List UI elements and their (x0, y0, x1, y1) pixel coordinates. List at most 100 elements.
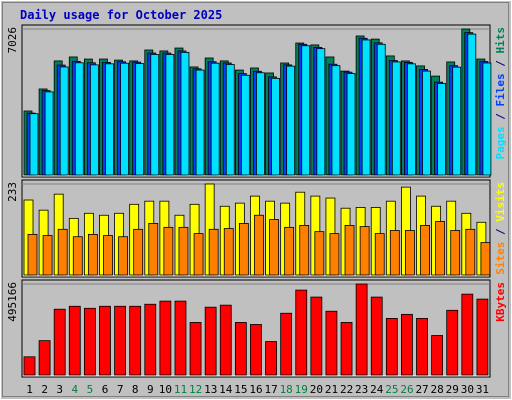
x-tick-label: 18 (280, 383, 293, 396)
x-tick-label: 29 (446, 383, 459, 396)
legend-entry: KBytes (494, 282, 507, 322)
bar (42, 235, 53, 276)
x-tick-label: 13 (204, 383, 217, 396)
x-tick-label: 30 (461, 383, 474, 396)
bar (376, 43, 386, 176)
bar (295, 289, 308, 376)
bar (240, 74, 250, 176)
x-tick-label: 4 (72, 383, 79, 396)
legend: Sites / Visits (494, 182, 507, 275)
bar (250, 324, 262, 376)
bar (189, 322, 202, 376)
bar (407, 63, 416, 176)
bar (68, 305, 81, 376)
bar (480, 242, 491, 276)
x-tick-label: 12 (189, 383, 202, 396)
bar (355, 283, 368, 376)
bar (299, 224, 310, 276)
bar (467, 33, 477, 176)
x-tick-label: 26 (400, 383, 413, 396)
x-tick-label: 25 (385, 383, 398, 396)
bar (178, 226, 189, 276)
x-tick-label: 10 (159, 383, 172, 396)
bar (29, 113, 39, 176)
bar (133, 228, 144, 276)
bar (165, 54, 175, 176)
bar (120, 62, 129, 176)
bar (280, 312, 293, 376)
bar (118, 236, 128, 276)
bar (435, 221, 446, 276)
x-tick-label: 1 (26, 383, 33, 396)
x-tick-label: 11 (174, 383, 187, 396)
legend-entry: Files (494, 73, 507, 106)
bar (44, 91, 54, 176)
bar (195, 69, 205, 176)
bar (174, 300, 187, 376)
bar (286, 65, 296, 176)
bar (346, 73, 356, 176)
x-tick-label: 7 (117, 383, 124, 396)
y-tick-label: 233 (6, 182, 19, 202)
x-tick-label: 9 (147, 383, 154, 396)
bar (405, 230, 415, 276)
bar (284, 226, 295, 276)
legend-separator: / (494, 54, 507, 74)
bar (446, 309, 459, 376)
bar (148, 223, 159, 276)
bar (99, 305, 111, 376)
chart-title: Daily usage for October 2025 (20, 8, 222, 22)
x-tick-label: 8 (132, 383, 139, 396)
x-tick-label: 28 (431, 383, 444, 396)
x-tick-label: 19 (295, 383, 308, 396)
bar (401, 313, 413, 376)
legend: Pages / Files / Hits (494, 27, 507, 160)
bar (422, 70, 431, 176)
x-tick-label: 23 (355, 383, 368, 396)
bar (144, 303, 157, 376)
bar (150, 54, 160, 176)
x-tick-label: 15 (234, 383, 247, 396)
bar (331, 65, 341, 176)
bar (269, 219, 279, 276)
bar (114, 305, 126, 376)
bar (344, 224, 355, 276)
legend-entry: Sites (494, 242, 507, 275)
bar (374, 233, 385, 276)
bar (370, 296, 383, 376)
bar (325, 310, 338, 376)
bar (301, 45, 311, 176)
legend-entry: Visits (494, 182, 507, 222)
bar (159, 300, 172, 376)
bar (223, 228, 234, 276)
bar (210, 62, 220, 176)
bar (361, 39, 371, 176)
x-tick-label: 3 (56, 383, 63, 396)
bar (431, 335, 444, 376)
bar (135, 63, 145, 176)
bar (163, 226, 174, 276)
bar (59, 66, 69, 176)
bar (238, 223, 249, 276)
y-tick-label: 495166 (6, 282, 19, 322)
bar (420, 224, 430, 276)
bar (89, 64, 99, 176)
bar (389, 230, 400, 276)
x-tick-label: 6 (102, 383, 109, 396)
bar (437, 83, 447, 176)
x-tick-label: 2 (41, 383, 48, 396)
bar (38, 340, 51, 376)
legend: KBytes (494, 282, 507, 322)
bar (23, 356, 36, 376)
bar (465, 228, 476, 276)
bar (416, 317, 428, 376)
legend-separator: / (494, 222, 507, 242)
bar (57, 228, 68, 276)
x-tick-label: 31 (476, 383, 489, 396)
bar (74, 62, 84, 176)
bar (180, 51, 190, 176)
bar (314, 231, 325, 276)
bar (53, 308, 66, 376)
bar (219, 304, 232, 376)
bar (271, 77, 280, 176)
